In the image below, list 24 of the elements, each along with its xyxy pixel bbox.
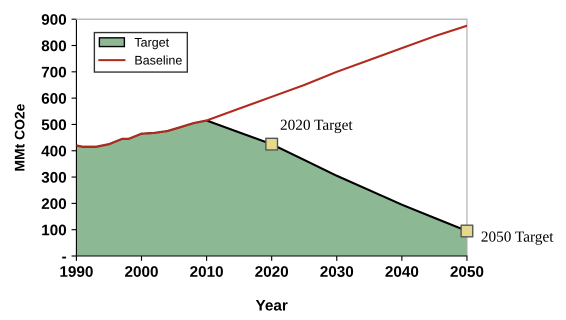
x-axis-title: Year xyxy=(256,300,288,311)
x-tick-label: 2010 xyxy=(190,266,223,277)
y-tick-label: 500 xyxy=(42,119,66,130)
legend-label: Target xyxy=(134,38,170,50)
y-tick-label: 100 xyxy=(42,224,66,236)
x-tick-label: 2050 xyxy=(450,266,484,277)
annotation: 2020 Target xyxy=(280,120,353,134)
y-axis-title: MMt CO2e xyxy=(14,104,25,171)
y-tick-label: - xyxy=(62,256,66,258)
y-tick-label: 700 xyxy=(42,66,66,78)
x-tick-label: 1990 xyxy=(60,266,93,277)
y-tick-label: 800 xyxy=(42,40,66,52)
annotation: 2050 Target xyxy=(482,231,554,245)
y-tick-label: 200 xyxy=(42,198,66,210)
x-tick-label: 2040 xyxy=(385,266,418,277)
legend-label: Baseline xyxy=(135,55,182,65)
y-tick-label: 300 xyxy=(42,172,66,183)
y-tick-label: 400 xyxy=(41,146,66,156)
x-tick-label: 2030 xyxy=(320,266,354,277)
line-series xyxy=(76,24,467,148)
x-tick-label: 2020 xyxy=(255,266,288,277)
x-tick-label: 2000 xyxy=(125,266,158,277)
y-tick-label: 600 xyxy=(42,93,66,104)
y-tick-label: 900 xyxy=(42,14,66,25)
